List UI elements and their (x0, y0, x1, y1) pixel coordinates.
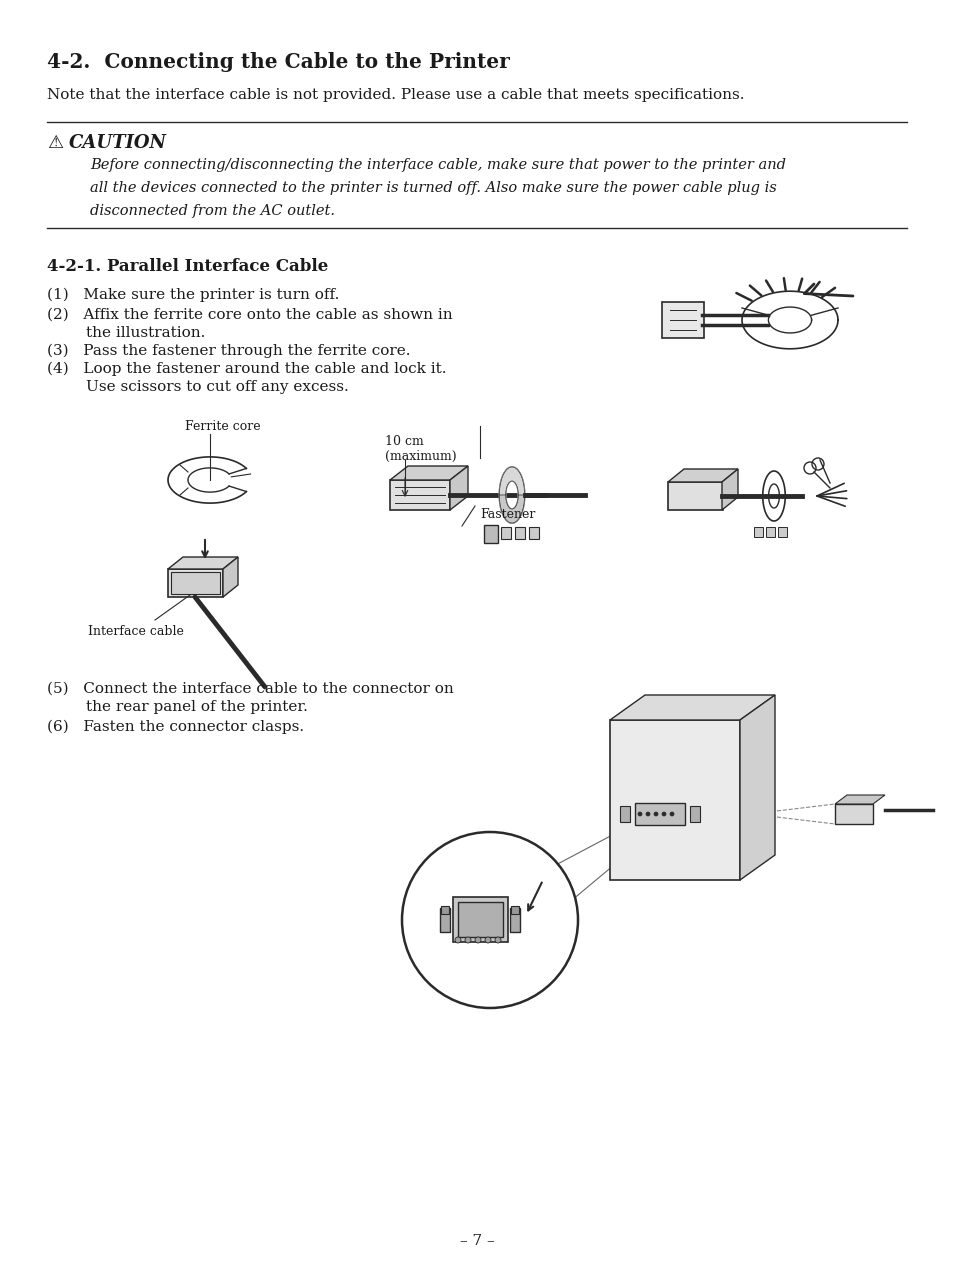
Bar (619, 806, 629, 822)
Bar (457, 902, 502, 937)
Polygon shape (450, 466, 468, 510)
Bar (667, 482, 722, 510)
Bar (778, 527, 786, 537)
Polygon shape (721, 469, 738, 510)
Polygon shape (498, 467, 524, 495)
Bar (453, 897, 507, 943)
Bar (171, 572, 220, 594)
Text: ⚠: ⚠ (47, 134, 63, 151)
Bar (834, 804, 872, 824)
Bar (510, 908, 519, 932)
Bar (440, 906, 449, 915)
Text: the illustration.: the illustration. (47, 326, 205, 340)
Circle shape (638, 812, 641, 817)
Bar (635, 803, 684, 826)
Bar (515, 527, 524, 539)
Text: Use scissors to cut off any excess.: Use scissors to cut off any excess. (47, 380, 349, 394)
Bar (765, 527, 774, 537)
Polygon shape (740, 695, 774, 880)
Polygon shape (223, 557, 237, 597)
Bar (753, 527, 762, 537)
Polygon shape (667, 469, 738, 482)
Circle shape (654, 812, 658, 817)
Text: (4)   Loop the fastener around the cable and lock it.: (4) Loop the fastener around the cable a… (47, 363, 446, 377)
Text: Note that the interface cable is not provided. Please use a cable that meets spe: Note that the interface cable is not pro… (47, 88, 743, 102)
Circle shape (401, 832, 578, 1007)
Bar (168, 569, 223, 597)
Text: (2)   Affix the ferrite core onto the cable as shown in: (2) Affix the ferrite core onto the cabl… (47, 308, 452, 322)
Text: 4-2-1. Parallel Interface Cable: 4-2-1. Parallel Interface Cable (47, 258, 328, 275)
Text: (5)   Connect the interface cable to the connector on: (5) Connect the interface cable to the c… (47, 682, 454, 696)
Polygon shape (168, 557, 237, 569)
Text: the rear panel of the printer.: the rear panel of the printer. (47, 700, 308, 714)
Text: Fastener: Fastener (479, 508, 535, 522)
Circle shape (645, 812, 649, 817)
Bar (529, 527, 538, 539)
Text: (3)   Pass the fastener through the ferrite core.: (3) Pass the fastener through the ferrit… (47, 343, 410, 359)
Text: all the devices connected to the printer is turned off. Also make sure the power: all the devices connected to the printer… (90, 181, 776, 195)
Polygon shape (498, 495, 524, 523)
Text: (1)   Make sure the printer is turn off.: (1) Make sure the printer is turn off. (47, 287, 339, 303)
Bar (689, 806, 700, 822)
Text: 4-2.  Connecting the Cable to the Printer: 4-2. Connecting the Cable to the Printer (47, 52, 509, 73)
Bar (609, 720, 740, 880)
Circle shape (495, 937, 500, 943)
Bar (486, 527, 497, 539)
Circle shape (661, 812, 665, 817)
Text: disconnected from the AC outlet.: disconnected from the AC outlet. (90, 204, 335, 218)
Circle shape (484, 937, 491, 943)
Text: (6)   Fasten the connector clasps.: (6) Fasten the connector clasps. (47, 720, 304, 734)
Text: Ferrite core: Ferrite core (185, 420, 260, 432)
Circle shape (475, 937, 480, 943)
Bar (661, 301, 703, 338)
Polygon shape (609, 695, 774, 720)
Text: 10 cm: 10 cm (385, 435, 423, 448)
Text: Interface cable: Interface cable (88, 625, 184, 639)
Bar (511, 906, 518, 915)
Bar (390, 480, 450, 510)
Text: (maximum): (maximum) (385, 450, 456, 463)
Circle shape (464, 937, 471, 943)
Text: Before connecting/disconnecting the interface cable, make sure that power to the: Before connecting/disconnecting the inte… (90, 158, 785, 172)
Bar (439, 908, 450, 932)
Polygon shape (834, 795, 884, 804)
Text: – 7 –: – 7 – (459, 1234, 494, 1248)
Bar (500, 527, 511, 539)
Text: CAUTION: CAUTION (69, 134, 167, 151)
Circle shape (669, 812, 673, 817)
Polygon shape (390, 466, 468, 480)
Circle shape (455, 937, 460, 943)
Bar (483, 525, 497, 543)
